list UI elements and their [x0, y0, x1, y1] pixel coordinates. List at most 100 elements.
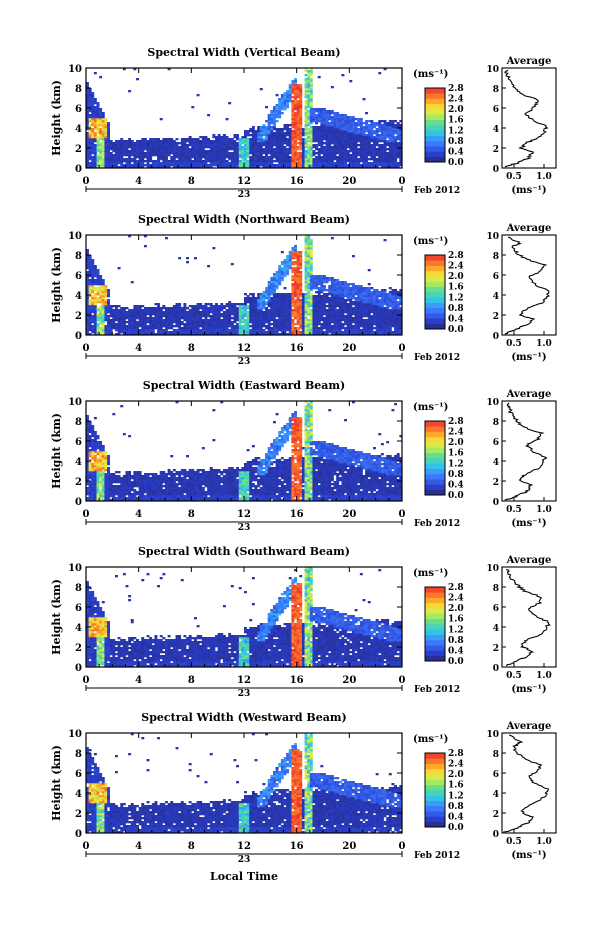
heatmap-cell — [307, 154, 311, 157]
heatmap-cell — [101, 293, 105, 296]
heatmap-cell — [186, 257, 189, 260]
heatmap-cell — [359, 144, 363, 147]
heatmap-cell — [307, 273, 311, 276]
heatmap-cell — [283, 287, 287, 290]
heatmap-cell — [299, 257, 303, 260]
heatmap-cell — [99, 116, 103, 119]
heatmap-cell — [178, 303, 182, 306]
heatmap-cell — [291, 279, 295, 282]
heatmap-cell — [333, 120, 337, 123]
heatmap-cell — [338, 333, 342, 336]
heatmap-cell — [196, 309, 200, 312]
heatmap-cell — [167, 321, 171, 324]
heatmap-cell — [317, 321, 321, 324]
heatmap-cell — [114, 166, 118, 169]
heatmap-cell — [257, 299, 261, 302]
heatmap-cell — [357, 160, 361, 163]
heatmap-cell — [333, 321, 337, 324]
heatmap-cell — [288, 162, 292, 165]
heatmap-cell — [267, 287, 271, 290]
heatmap-cell — [272, 297, 276, 300]
heatmap-cell — [230, 148, 234, 151]
heatmap-cell — [320, 148, 324, 151]
heatmap-cell — [251, 311, 255, 314]
heatmap-cell — [199, 164, 203, 167]
heatmap-cell — [217, 152, 221, 155]
heatmap-cell — [267, 327, 271, 330]
heatmap-cell — [133, 158, 137, 161]
heatmap-cell — [178, 323, 182, 326]
heatmap-cell — [304, 144, 308, 147]
heatmap-cell — [309, 164, 313, 167]
heatmap-cell — [128, 162, 132, 165]
heatmap-cell — [328, 124, 332, 127]
heatmap-cell — [88, 92, 92, 95]
heatmap-cell — [241, 160, 245, 163]
heatmap-cell — [349, 321, 353, 324]
heatmap-cell — [317, 144, 321, 147]
heatmap-cell — [328, 136, 332, 139]
heatmap-cell — [99, 323, 103, 326]
heatmap-cell — [165, 319, 168, 322]
heatmap-cell — [191, 325, 195, 328]
heatmap-cell — [394, 128, 398, 131]
heatmap-cell — [91, 98, 95, 101]
heatmap-cell — [246, 317, 250, 320]
heatmap-cell — [270, 148, 274, 151]
heatmap-cell — [304, 303, 308, 306]
heatmap-cell — [241, 315, 245, 318]
heatmap-cell — [212, 158, 216, 161]
heatmap-cell — [317, 327, 321, 330]
heatmap-cell — [199, 307, 203, 310]
heatmap-cell — [99, 331, 103, 334]
panel-1: Spectral Width (Northward Beam)0246810He… — [50, 213, 557, 367]
heatmap-cell — [143, 235, 147, 238]
heatmap-cell — [86, 116, 89, 119]
heatmap-cell — [336, 126, 340, 129]
heatmap-cell — [257, 317, 261, 320]
heatmap-cell — [359, 140, 363, 143]
heatmap-cell — [236, 325, 240, 328]
heatmap-cell — [238, 303, 242, 306]
heatmap-cell — [257, 307, 261, 310]
average-profile-line — [504, 69, 549, 168]
heatmap-cell — [354, 309, 358, 312]
heatmap-cell — [222, 331, 226, 334]
heatmap-cell — [133, 146, 137, 149]
heatmap-cell — [209, 162, 213, 165]
heatmap-cell — [286, 269, 290, 272]
heatmap-cell — [175, 315, 179, 318]
heatmap-cell — [309, 100, 313, 103]
heatmap-cell — [283, 333, 287, 336]
heatmap-cell — [154, 325, 158, 328]
heatmap-cell — [278, 150, 282, 153]
heatmap-cell — [162, 158, 166, 161]
heatmap-cell — [109, 146, 113, 149]
heatmap-cell — [383, 154, 387, 157]
heatmap-cell — [262, 315, 266, 318]
heatmap-cell — [265, 309, 268, 312]
heatmap-cell — [262, 311, 266, 314]
heatmap-cell — [346, 325, 350, 328]
heatmap-cell — [294, 148, 297, 151]
heatmap-cell — [296, 259, 300, 262]
heatmap-cell — [278, 134, 282, 137]
heatmap-cell — [86, 295, 89, 298]
heatmap-cell — [328, 146, 332, 149]
heatmap-cell — [378, 150, 382, 153]
heatmap-cell — [346, 156, 350, 159]
heatmap-cell — [146, 162, 150, 165]
heatmap-cell — [175, 305, 179, 308]
heatmap-cell — [141, 158, 145, 161]
heatmap-cell — [275, 132, 279, 135]
heatmap-cell — [101, 299, 105, 302]
heatmap-cell — [391, 152, 395, 155]
heatmap-cell — [362, 150, 366, 153]
heatmap-cell — [130, 150, 134, 153]
heatmap-cell — [151, 160, 155, 163]
heatmap-cell — [172, 313, 176, 316]
heatmap-cell — [283, 295, 287, 298]
heatmap-cell — [193, 140, 197, 143]
heatmap-cell — [201, 148, 205, 151]
heatmap-cell — [270, 297, 274, 300]
